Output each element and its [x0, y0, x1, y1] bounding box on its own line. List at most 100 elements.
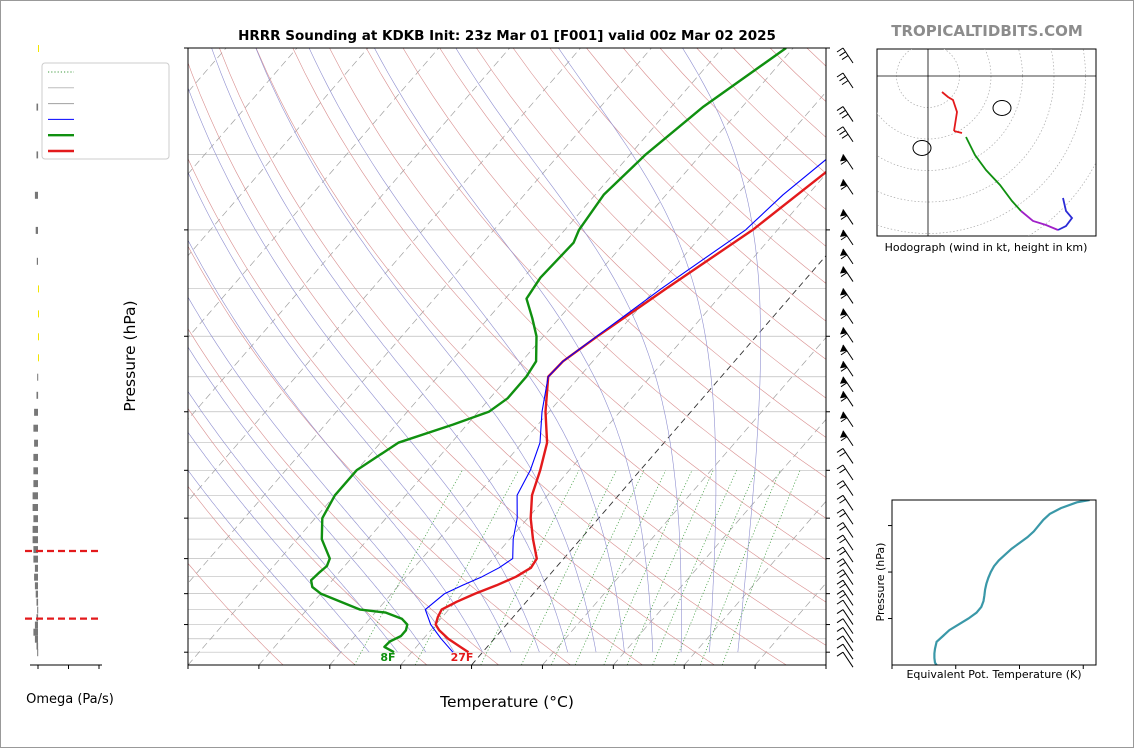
barb-feather — [840, 254, 848, 260]
omega-bar — [34, 573, 38, 581]
omega-bar — [37, 373, 39, 381]
barb-flag — [840, 209, 847, 217]
isotherm-line — [683, 500, 826, 665]
wind-barb — [836, 618, 854, 634]
barb-feather — [839, 130, 846, 135]
barb-feather — [839, 583, 846, 589]
wind-barb — [840, 391, 854, 407]
barb-feather — [840, 159, 848, 165]
mixing-ratio-line — [721, 470, 801, 665]
barb-feather — [839, 109, 846, 115]
omega-xlabel: Omega (Pa/s) — [26, 692, 114, 707]
pseudoadiabat — [374, 48, 654, 653]
mixing-ratio-line — [574, 470, 667, 665]
barb-feather — [839, 76, 846, 82]
barb-feather — [836, 618, 844, 624]
theta-e-frame — [891, 499, 1097, 666]
dry-adiabat — [512, 48, 826, 360]
dry-adiabat — [549, 48, 826, 322]
omega-bar — [38, 310, 39, 318]
wind-barb — [836, 448, 854, 464]
pseudoadiabat — [255, 48, 597, 653]
barb-staff — [842, 72, 854, 89]
barb-flag — [840, 248, 847, 256]
barb-feather — [839, 550, 846, 556]
skewt-xlabel: Temperature (°C) — [439, 693, 574, 711]
wind-barb — [840, 266, 854, 282]
dry-adiabat — [365, 48, 826, 519]
barb-feather — [836, 494, 844, 500]
barb-feather — [840, 366, 848, 372]
barb-feather — [841, 133, 849, 139]
barb-feather — [836, 126, 844, 132]
wind-barb — [836, 106, 854, 122]
barb-feather — [839, 483, 846, 489]
barb-staff — [842, 47, 854, 64]
omega-bar — [36, 103, 39, 111]
barb-feather — [836, 480, 844, 486]
omega-bar — [34, 635, 38, 643]
barb-feather — [839, 468, 846, 474]
barb-feather — [836, 534, 844, 540]
isotherm-line — [329, 91, 826, 665]
wind-barb — [836, 72, 854, 89]
dry-adiabat — [292, 48, 826, 603]
barb-feather — [840, 184, 848, 190]
omega-bar — [34, 408, 38, 416]
barb-staff — [842, 209, 854, 225]
barb-flag — [840, 288, 847, 296]
surface-dewpoint-label: 8F — [380, 651, 395, 664]
isotherm-line — [188, 48, 510, 420]
barb-staff — [842, 643, 854, 660]
isotherm-line — [188, 48, 581, 502]
dry-adiabat — [402, 48, 826, 478]
barb-feather — [840, 396, 848, 402]
barb-feather — [836, 72, 844, 78]
wind-barb — [840, 308, 854, 324]
mixing-ratio-line — [521, 470, 617, 665]
barb-staff — [842, 376, 854, 393]
wind-barb — [840, 229, 854, 246]
wind-barb — [836, 522, 854, 538]
pseudoadiabat — [188, 469, 342, 653]
series-dewpoint — [309, 48, 787, 654]
hodograph-trace — [965, 136, 1022, 212]
barb-feather — [836, 651, 844, 657]
barb-feather — [840, 272, 848, 277]
wind-barb — [836, 494, 854, 511]
barb-staff — [842, 635, 854, 652]
omega-bar — [33, 480, 38, 488]
barb-staff — [842, 495, 854, 511]
omega-bar — [35, 226, 38, 234]
wind-barb — [840, 179, 854, 195]
omega-bar — [33, 628, 38, 636]
hodograph-marker-circle — [912, 140, 932, 156]
barb-flag — [840, 376, 847, 384]
barb-staff — [842, 448, 854, 464]
barb-feather — [839, 561, 846, 567]
barb-feather — [836, 589, 844, 595]
theta-e-plot — [933, 500, 1090, 665]
dry-adiabat — [188, 485, 356, 665]
omega-bar — [38, 354, 39, 362]
barb-feather — [840, 417, 848, 423]
barb-staff — [842, 464, 854, 481]
barb-staff — [842, 327, 854, 343]
pseudoadiabat — [188, 431, 370, 653]
barb-feather — [840, 382, 848, 388]
barb-feather — [836, 599, 844, 605]
wind-barb — [840, 361, 854, 377]
omega-bar — [37, 606, 39, 614]
barb-staff — [842, 546, 854, 563]
dry-adiabat — [188, 245, 571, 665]
barb-flag — [840, 308, 847, 316]
wind-barb — [836, 480, 854, 496]
wind-barb — [840, 248, 854, 265]
omega-bar — [38, 333, 39, 341]
theta-e-line — [933, 500, 1090, 665]
barb-staff — [842, 154, 854, 170]
wind-barb — [836, 569, 854, 585]
omega-bar — [34, 439, 38, 447]
barb-feather — [839, 512, 846, 518]
